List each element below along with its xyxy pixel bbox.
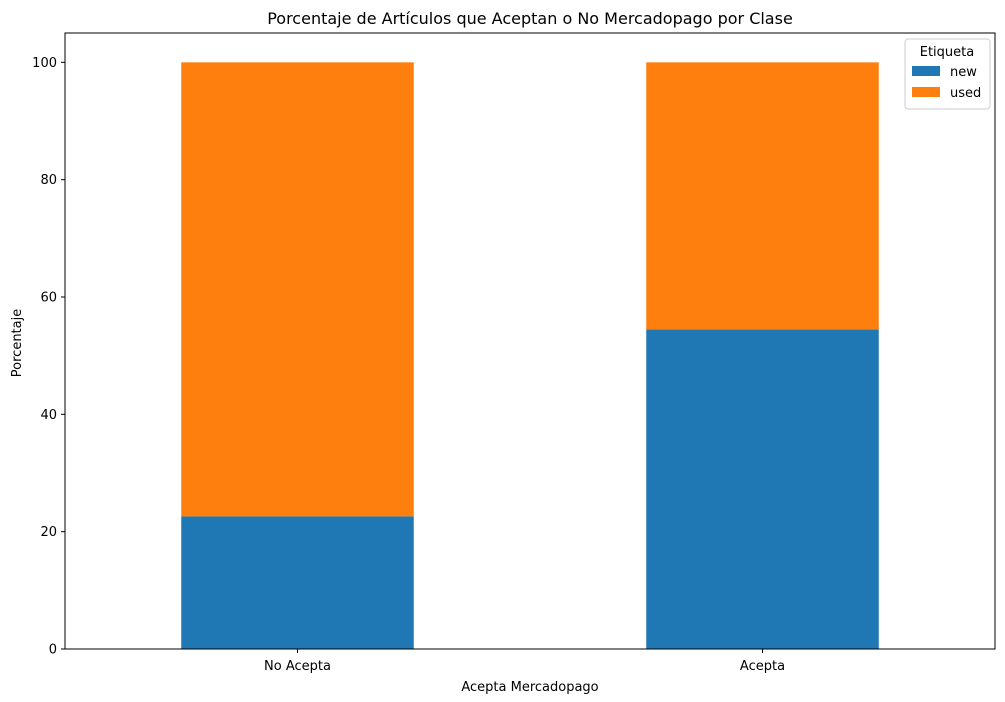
bars-group (181, 62, 879, 649)
y-tick-label: 100 (32, 56, 57, 71)
chart-title: Porcentaje de Artículos que Aceptan o No… (267, 9, 793, 28)
legend: Etiqueta new used (904, 38, 991, 110)
legend-items: new used (912, 65, 981, 101)
legend-label-new: new (950, 65, 977, 80)
y-tick-label: 80 (40, 173, 57, 188)
bar-used-0 (181, 62, 414, 517)
legend-swatch-new (912, 66, 940, 76)
legend-title: Etiqueta (920, 45, 974, 60)
bar-used-1 (646, 62, 879, 330)
bar-new-0 (181, 516, 414, 649)
y-tick-label: 40 (40, 408, 57, 423)
y-tick-label: 0 (49, 643, 57, 658)
y-axis: 0 20 40 60 80 100 (32, 56, 65, 658)
y-tick-label: 60 (40, 291, 57, 306)
legend-swatch-used (912, 87, 940, 97)
x-tick-label: No Acepta (264, 659, 331, 674)
x-axis: No Acepta Acepta (264, 649, 785, 674)
y-axis-title: Porcentaje (10, 309, 25, 377)
bar-new-1 (646, 329, 879, 649)
y-tick-label: 20 (40, 525, 57, 540)
legend-label-used: used (950, 86, 981, 101)
plot-frame (64, 32, 996, 650)
x-axis-title: Acepta Mercadopago (461, 680, 598, 695)
x-tick-label: Acepta (740, 659, 785, 674)
